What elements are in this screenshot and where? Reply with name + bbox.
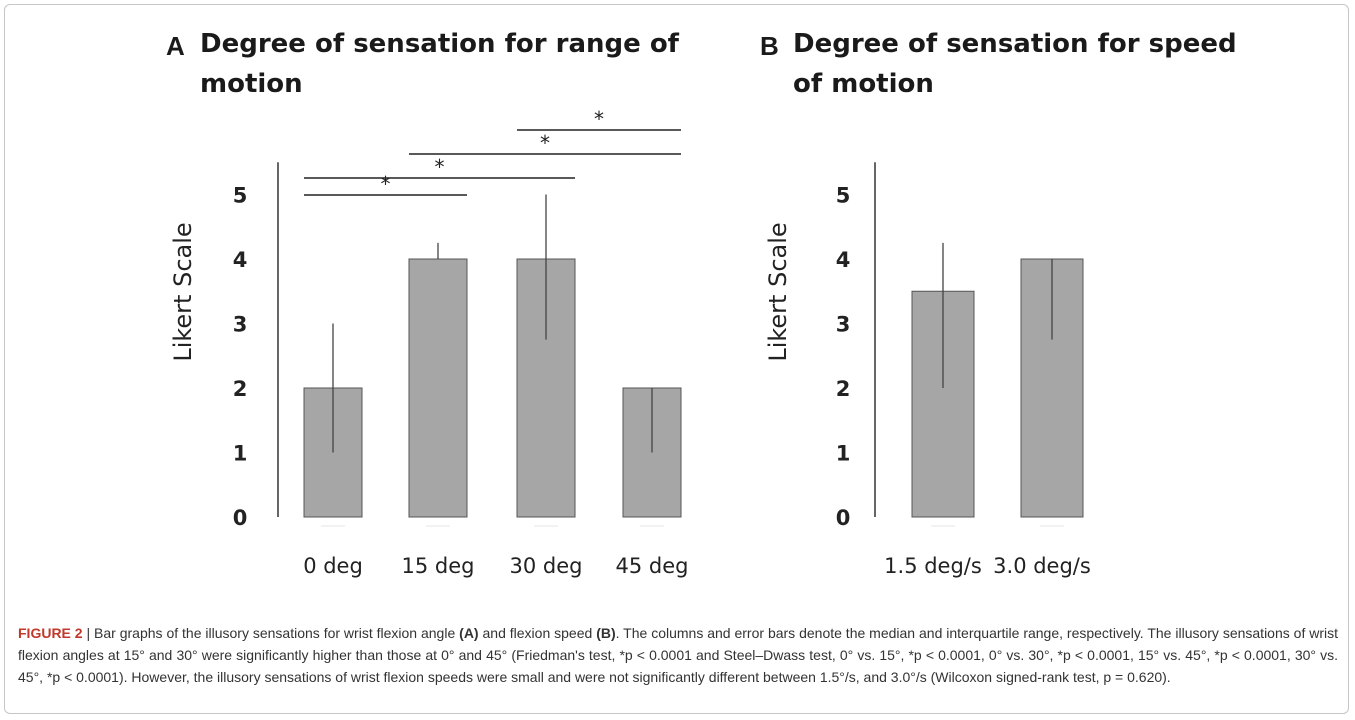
panel-a-title-line2: motion [200, 69, 303, 99]
y-tick-label: 3 [233, 313, 248, 337]
significance-star: * [435, 155, 445, 179]
y-tick-label: 2 [836, 377, 851, 401]
figure-frame [4, 4, 1349, 714]
x-tick-label: 45 deg [616, 554, 689, 578]
significance-star: * [594, 107, 604, 131]
y-tick-label: 3 [836, 313, 851, 337]
panel-b-title-line1: Degree of sensation for speed [793, 29, 1237, 59]
caption-text-3: . The columns and error bars denote the … [18, 625, 1339, 685]
y-axis-label: Likert Scale [169, 222, 197, 361]
chart-a: 0 1 2 3 4 5 Likert Scale 0 deg 15 deg 30 deg 45 de… [169, 107, 689, 578]
y-tick-label: 1 [836, 442, 851, 466]
caption-text-1: Bar graphs of the illusory sensations fo… [94, 625, 460, 641]
y-tick-label: 0 [233, 506, 248, 530]
caption-separator: | [82, 625, 95, 641]
x-tick-label: 1.5 deg/s [884, 554, 982, 578]
panel-a-title-line1: Degree of sensation for range of [200, 29, 679, 59]
x-tick-label: 30 deg [510, 554, 583, 578]
y-tick-label: 1 [233, 442, 248, 466]
x-tick-label: 3.0 deg/s [993, 554, 1091, 578]
caption-bold-b: (B) [596, 625, 616, 641]
panel-b-letter: B [760, 31, 779, 61]
y-axis-label: Likert Scale [764, 222, 792, 361]
significance-star: * [381, 172, 391, 196]
y-tick-label: 4 [233, 248, 248, 272]
caption-bold-a: (A) [459, 625, 479, 641]
y-tick-label: 5 [233, 184, 248, 208]
panel-b-title: Degree of sensation for speed of motion [793, 24, 1237, 104]
caption-label: FIGURE 2 [18, 625, 83, 641]
y-tick-label: 2 [233, 377, 248, 401]
chart-b: 0 1 2 3 4 5 Likert Scale 1.5 deg/s 3.0 deg/s [764, 162, 1091, 578]
x-tick-label: 0 deg [303, 554, 363, 578]
caption-text-2: and flexion speed [478, 625, 597, 641]
panel-a-letter: A [166, 31, 185, 61]
y-tick-label: 4 [836, 248, 851, 272]
y-tick-label: 5 [836, 184, 851, 208]
figure-caption: FIGURE 2 | Bar graphs of the illusory se… [18, 622, 1338, 688]
y-tick-label: 0 [836, 506, 851, 530]
x-tick-label: 15 deg [402, 554, 475, 578]
panel-a-title: Degree of sensation for range of motion [200, 24, 679, 104]
significance-star: * [540, 131, 550, 155]
panel-b-title-line2: of motion [793, 69, 934, 99]
